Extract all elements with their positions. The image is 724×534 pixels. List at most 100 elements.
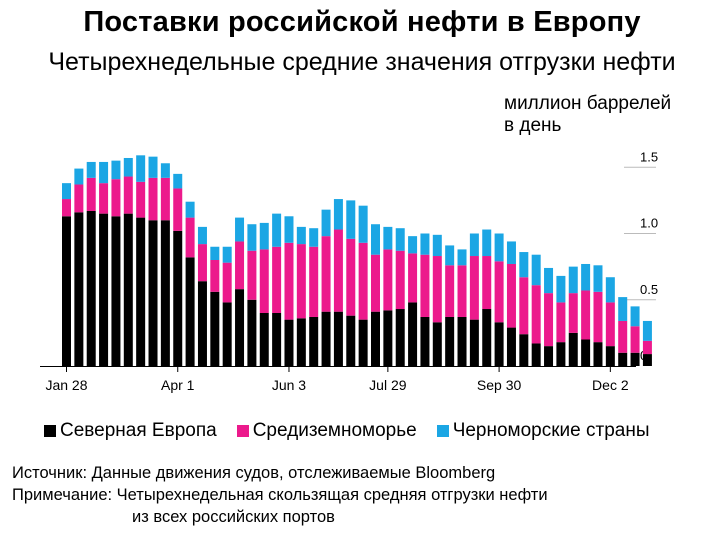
bar-segment-mediterranean	[544, 293, 554, 347]
bar-segment-mediterranean	[618, 320, 628, 353]
bar-segment-black-sea	[581, 263, 591, 291]
bar-segment-black-sea	[630, 306, 640, 327]
bar-segment-black-sea	[531, 254, 541, 286]
legend-item-north-europe: Северная Европа	[44, 420, 217, 442]
bar-segment-mediterranean	[296, 244, 306, 319]
bar-segment-black-sea	[259, 222, 269, 250]
bar-segment-black-sea	[445, 245, 455, 266]
y-tick-label: 1.0	[640, 216, 658, 231]
bar-segment-north-europe	[173, 230, 183, 366]
bar-segment-north-europe	[99, 213, 109, 367]
bar-segment-mediterranean	[531, 285, 541, 344]
bar-segment-north-europe	[469, 319, 479, 367]
y-tick-label: 1.5	[640, 149, 658, 164]
bar-segment-north-europe	[531, 343, 541, 366]
bar-segment-mediterranean	[469, 256, 479, 320]
bar-segment-black-sea	[358, 205, 368, 243]
bar-segment-black-sea	[321, 209, 331, 237]
x-tick-label: Jul 29	[369, 377, 407, 393]
bar-segment-mediterranean	[605, 302, 615, 347]
bar-segment-mediterranean	[197, 244, 207, 282]
bar-segment-north-europe	[544, 346, 554, 367]
bar-segment-black-sea	[148, 156, 158, 178]
bar-segment-mediterranean	[432, 256, 442, 323]
bar-segment-mediterranean	[235, 241, 245, 290]
bar-segment-mediterranean	[86, 177, 96, 211]
y-axis-unit-label: миллион баррелей в день	[504, 93, 704, 137]
chart-subtitle: Четырехнедельные средние значения отгруз…	[48, 48, 676, 76]
bar-segment-black-sea	[309, 228, 319, 247]
bar-segment-north-europe	[556, 342, 566, 366]
bar-segment-mediterranean	[62, 199, 71, 217]
bar-segment-black-sea	[333, 199, 343, 230]
bar-segment-black-sea	[160, 163, 170, 178]
bar-segment-north-europe	[383, 310, 393, 366]
bar-segment-black-sea	[494, 233, 504, 262]
bar-segment-north-europe	[395, 309, 405, 366]
x-tick-label: Apr 1	[161, 377, 195, 393]
bar-segment-mediterranean	[581, 290, 591, 340]
bar-segment-mediterranean	[99, 183, 109, 214]
bar-segment-mediterranean	[445, 265, 455, 317]
bar-segment-black-sea	[210, 246, 220, 260]
bar-segment-black-sea	[284, 216, 294, 243]
bar-segment-mediterranean	[519, 277, 529, 335]
bar-segment-north-europe	[371, 311, 380, 366]
bar-segment-north-europe	[222, 302, 232, 366]
bar-segment-mediterranean	[111, 179, 121, 217]
bar-segment-north-europe	[420, 316, 430, 366]
bar-segment-black-sea	[506, 241, 516, 264]
bar-segment-black-sea	[642, 320, 652, 341]
legend-label-black-sea: Черноморские страны	[452, 420, 650, 441]
bar-segment-north-europe	[160, 220, 170, 366]
bar-segment-mediterranean	[494, 261, 504, 323]
bar-segment-black-sea	[197, 226, 207, 245]
legend-label-north-europe: Северная Европа	[60, 420, 217, 441]
bar-segment-north-europe	[432, 322, 442, 366]
legend-label-mediterranean: Средиземноморье	[252, 420, 417, 441]
bar-segment-black-sea	[247, 224, 257, 251]
bar-segment-black-sea	[136, 155, 146, 182]
chart-title: Поставки российской нефти в Европу	[83, 6, 641, 38]
bar-segment-mediterranean	[346, 238, 356, 316]
bar-segment-mediterranean	[136, 181, 146, 218]
source-note: Источник: Данные движения судов, отслежи…	[12, 464, 496, 482]
bar-segment-mediterranean	[210, 260, 220, 292]
bar-segment-north-europe	[408, 302, 418, 366]
x-tick-label: Sep 30	[477, 377, 522, 393]
bar-segment-mediterranean	[457, 265, 467, 317]
bar-segment-mediterranean	[506, 263, 516, 328]
bar-segment-black-sea	[296, 226, 306, 245]
bar-segment-mediterranean	[420, 254, 430, 317]
bar-segment-black-sea	[99, 161, 109, 184]
bar-segment-black-sea	[74, 168, 84, 185]
methodology-note: Примечание: Четырехнедельная скользящая …	[12, 486, 548, 504]
bar-segment-mediterranean	[74, 184, 84, 213]
bar-segment-black-sea	[111, 160, 121, 180]
bar-segment-north-europe	[333, 311, 343, 366]
bar-segment-north-europe	[296, 318, 306, 366]
bar-segment-north-europe	[618, 352, 628, 366]
bar-segment-mediterranean	[160, 177, 170, 221]
bar-segment-north-europe	[581, 339, 591, 366]
bar-segment-mediterranean	[309, 246, 319, 317]
legend: Северная Европа Средиземноморье Черномор…	[44, 420, 670, 442]
bar-segment-north-europe	[593, 342, 603, 366]
bar-segment-north-europe	[321, 311, 331, 366]
bar-segment-mediterranean	[630, 326, 640, 353]
bar-segment-black-sea	[371, 224, 380, 255]
bar-segment-north-europe	[457, 316, 467, 366]
bar-segment-mediterranean	[593, 291, 603, 343]
bar-segment-north-europe	[494, 322, 504, 366]
legend-swatch-north-europe	[44, 425, 56, 437]
bar-segment-north-europe	[568, 332, 578, 367]
bar-segment-north-europe	[519, 334, 529, 366]
bar-segment-north-europe	[642, 354, 652, 366]
bar-segment-black-sea	[568, 266, 578, 294]
unit-label-line1: миллион баррелей	[504, 93, 672, 114]
bar-segment-black-sea	[395, 228, 405, 251]
bar-segment-north-europe	[185, 257, 195, 366]
bar-segment-mediterranean	[222, 262, 232, 303]
bar-segment-north-europe	[259, 313, 269, 366]
